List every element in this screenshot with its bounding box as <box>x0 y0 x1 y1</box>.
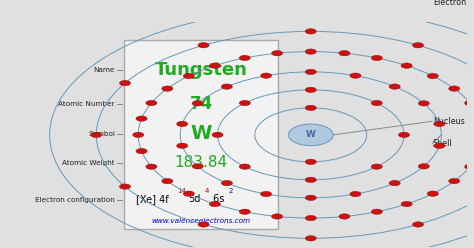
Circle shape <box>305 87 316 93</box>
Text: Atomic Weight: Atomic Weight <box>62 160 115 166</box>
Circle shape <box>305 236 316 241</box>
Circle shape <box>221 180 232 186</box>
Circle shape <box>91 132 102 138</box>
Circle shape <box>339 51 350 56</box>
Circle shape <box>119 80 131 86</box>
Circle shape <box>434 143 445 149</box>
Circle shape <box>427 73 438 79</box>
Circle shape <box>305 29 316 34</box>
Circle shape <box>162 178 173 184</box>
Circle shape <box>305 69 316 75</box>
Circle shape <box>371 55 383 61</box>
Circle shape <box>350 73 361 78</box>
Circle shape <box>449 178 460 184</box>
Circle shape <box>272 214 283 219</box>
Circle shape <box>210 63 220 68</box>
Circle shape <box>136 116 147 121</box>
Circle shape <box>192 164 203 169</box>
Circle shape <box>177 121 188 127</box>
Circle shape <box>371 100 383 106</box>
Circle shape <box>272 51 283 56</box>
Text: Electron: Electron <box>433 0 466 7</box>
Circle shape <box>401 63 412 68</box>
Circle shape <box>198 43 209 48</box>
Circle shape <box>305 49 316 54</box>
Text: 4: 4 <box>204 188 209 194</box>
Circle shape <box>183 191 194 196</box>
Circle shape <box>434 121 445 127</box>
Circle shape <box>412 222 424 227</box>
Circle shape <box>305 105 316 111</box>
Circle shape <box>288 124 333 146</box>
Circle shape <box>305 215 316 221</box>
Circle shape <box>339 214 350 219</box>
Circle shape <box>198 222 209 227</box>
Circle shape <box>412 43 424 48</box>
Circle shape <box>239 209 250 215</box>
Text: W: W <box>191 124 212 143</box>
Text: [Xe] 4f: [Xe] 4f <box>136 194 169 204</box>
Circle shape <box>177 143 188 149</box>
Text: Tungsten: Tungsten <box>155 61 247 79</box>
Circle shape <box>133 132 144 138</box>
Text: 14: 14 <box>177 188 186 194</box>
Circle shape <box>221 84 232 89</box>
Text: Symbol: Symbol <box>88 131 115 137</box>
Text: 183.84: 183.84 <box>174 155 228 170</box>
Circle shape <box>261 73 272 78</box>
Circle shape <box>146 164 157 169</box>
Text: Nucleus: Nucleus <box>433 117 465 126</box>
Circle shape <box>371 209 383 215</box>
Text: Name: Name <box>93 67 115 73</box>
Text: Atomic Number: Atomic Number <box>58 101 115 107</box>
Circle shape <box>210 201 220 207</box>
Circle shape <box>305 6 316 12</box>
Text: 6s: 6s <box>210 194 224 204</box>
Circle shape <box>389 180 401 186</box>
Circle shape <box>239 164 250 169</box>
Circle shape <box>427 191 438 196</box>
Text: Shell: Shell <box>433 139 453 148</box>
Circle shape <box>399 132 410 138</box>
Text: 74: 74 <box>190 95 213 114</box>
Circle shape <box>305 195 316 201</box>
Circle shape <box>401 201 412 207</box>
Circle shape <box>239 100 250 106</box>
Bar <box>124 40 278 229</box>
Text: W: W <box>306 130 316 139</box>
Circle shape <box>371 164 383 169</box>
Circle shape <box>136 148 147 154</box>
Text: 2: 2 <box>228 188 232 194</box>
Circle shape <box>162 86 173 91</box>
Text: 5d: 5d <box>189 194 201 204</box>
Circle shape <box>146 100 157 106</box>
Circle shape <box>261 191 272 197</box>
Circle shape <box>418 164 429 169</box>
Circle shape <box>192 101 203 106</box>
Text: www.valenceelectrons.com: www.valenceelectrons.com <box>152 218 251 224</box>
Circle shape <box>212 132 223 138</box>
Circle shape <box>389 84 401 89</box>
Text: Electron configuration: Electron configuration <box>35 197 115 203</box>
Circle shape <box>449 86 460 91</box>
Circle shape <box>465 164 474 169</box>
Circle shape <box>239 55 250 61</box>
Circle shape <box>350 191 361 197</box>
Circle shape <box>305 159 316 164</box>
Circle shape <box>418 101 429 106</box>
Circle shape <box>465 100 474 106</box>
Circle shape <box>119 184 131 189</box>
Circle shape <box>305 177 316 183</box>
Circle shape <box>183 73 194 79</box>
